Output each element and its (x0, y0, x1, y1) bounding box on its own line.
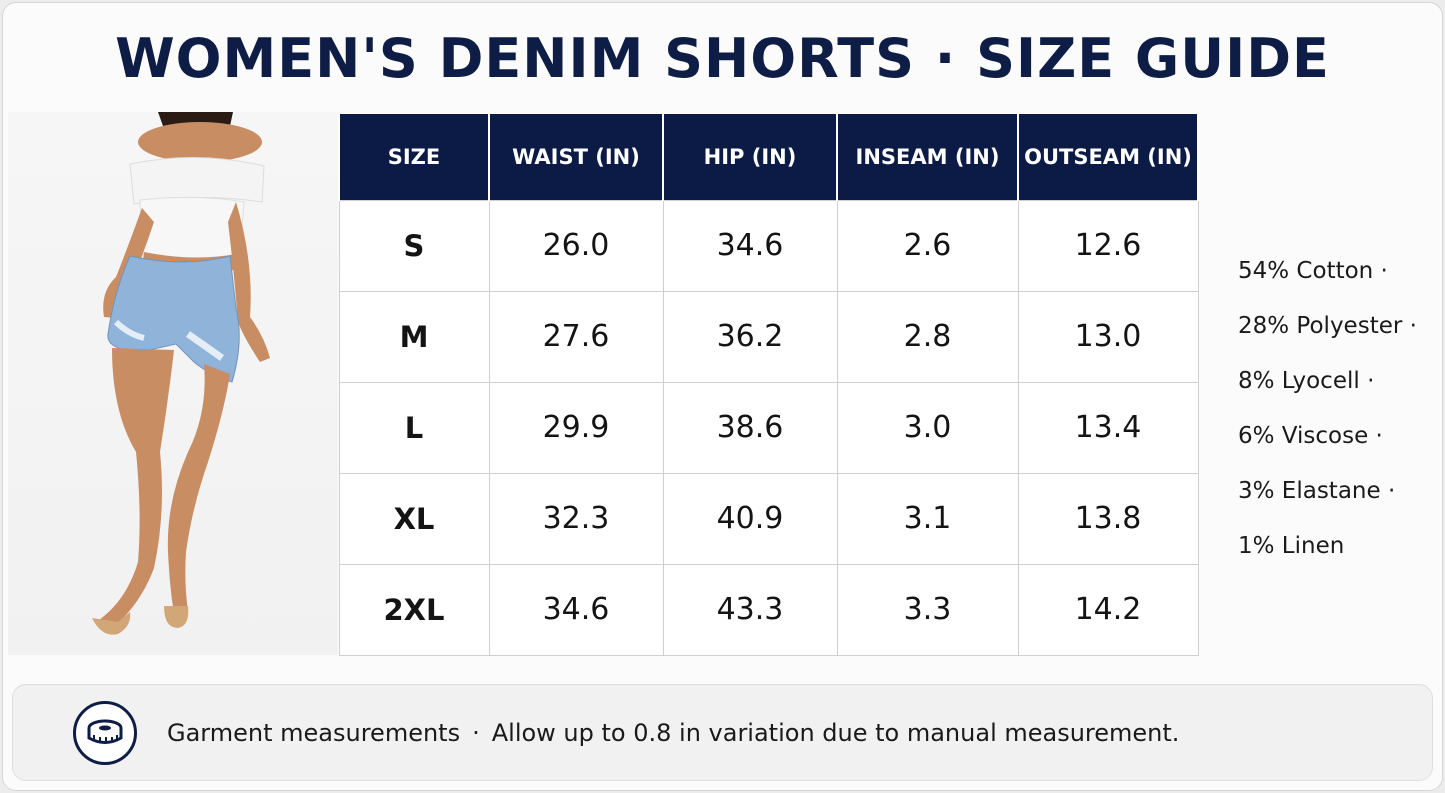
composition-item: 54% Cotton · (1238, 258, 1388, 284)
outseam-cell: 13.0 (1017, 290, 1199, 383)
size-cell: M (338, 290, 490, 383)
header-inseam: INSEAM (IN) (836, 114, 1019, 200)
note-text: Garment measurements · Allow up to 0.8 in … (167, 713, 1179, 753)
outseam-cell: 14.2 (1017, 563, 1199, 656)
size-cell: XL (338, 472, 490, 565)
header-hip: HIP (IN) (662, 114, 838, 200)
size-cell: L (338, 381, 490, 474)
composition-item: 28% Polyester · (1238, 313, 1417, 339)
header-outseam: OUTSEAM (IN) (1017, 114, 1199, 200)
note-separator: · (472, 719, 480, 747)
measurement-note: Garment measurements · Allow up to 0.8 in … (12, 684, 1433, 781)
hip-cell: 38.6 (662, 381, 838, 474)
inseam-cell: 3.3 (836, 563, 1019, 656)
size-cell: 2XL (338, 563, 490, 656)
inseam-cell: 2.8 (836, 290, 1019, 383)
measuring-tape-icon (73, 701, 137, 765)
waist-cell: 26.0 (488, 199, 664, 292)
page-title: WOMEN'S DENIM SHORTS · SIZE GUIDE (115, 27, 1330, 90)
header-size: SIZE (338, 114, 490, 200)
inseam-cell: 3.1 (836, 472, 1019, 565)
note-label: Garment measurements (167, 719, 461, 747)
model-photo (8, 110, 338, 655)
composition-item: 3% Elastane · (1238, 478, 1396, 504)
table-row: L 29.9 38.6 3.0 13.4 (338, 381, 1199, 474)
waist-cell: 32.3 (488, 472, 664, 565)
inseam-cell: 2.6 (836, 199, 1019, 292)
inseam-cell: 3.0 (836, 381, 1019, 474)
table-row: 2XL 34.6 43.3 3.3 14.2 (338, 563, 1199, 656)
fabric-composition: 54% Cotton · 28% Polyester · 8% Lyocell … (1238, 249, 1438, 579)
waist-cell: 27.6 (488, 290, 664, 383)
size-table: SIZE WAIST (IN) HIP (IN) INSEAM (IN) OUT… (338, 114, 1199, 656)
outseam-cell: 13.8 (1017, 472, 1199, 565)
outseam-cell: 13.4 (1017, 381, 1199, 474)
size-cell: S (338, 199, 490, 292)
composition-item: 1% Linen (1238, 533, 1345, 559)
waist-cell: 34.6 (488, 563, 664, 656)
outseam-cell: 12.6 (1017, 199, 1199, 292)
header-waist: WAIST (IN) (488, 114, 664, 200)
note-detail: Allow up to 0.8 in variation due to manu… (491, 719, 1180, 747)
hip-cell: 36.2 (662, 290, 838, 383)
table-row: M 27.6 36.2 2.8 13.0 (338, 290, 1199, 383)
model-illustration (92, 110, 270, 635)
table-row: S 26.0 34.6 2.6 12.6 (338, 199, 1199, 292)
waist-cell: 29.9 (488, 381, 664, 474)
hip-cell: 40.9 (662, 472, 838, 565)
hip-cell: 34.6 (662, 199, 838, 292)
table-row: XL 32.3 40.9 3.1 13.8 (338, 472, 1199, 565)
composition-item: 6% Viscose · (1238, 423, 1383, 449)
hip-cell: 43.3 (662, 563, 838, 656)
composition-item: 8% Lyocell · (1238, 368, 1375, 394)
table-header-row: SIZE WAIST (IN) HIP (IN) INSEAM (IN) OUT… (338, 114, 1199, 200)
